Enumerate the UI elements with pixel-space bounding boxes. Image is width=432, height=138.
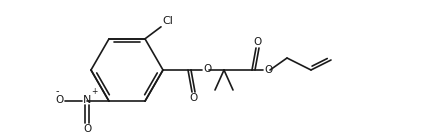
- Text: N: N: [83, 95, 91, 105]
- Text: O: O: [189, 93, 197, 103]
- Text: O: O: [203, 64, 211, 74]
- Text: Cl: Cl: [162, 16, 173, 26]
- Text: O: O: [56, 95, 64, 105]
- Text: O: O: [254, 37, 262, 47]
- Text: O: O: [83, 124, 91, 134]
- Text: O: O: [264, 65, 272, 75]
- Text: +: +: [91, 87, 97, 96]
- Text: -: -: [55, 86, 59, 96]
